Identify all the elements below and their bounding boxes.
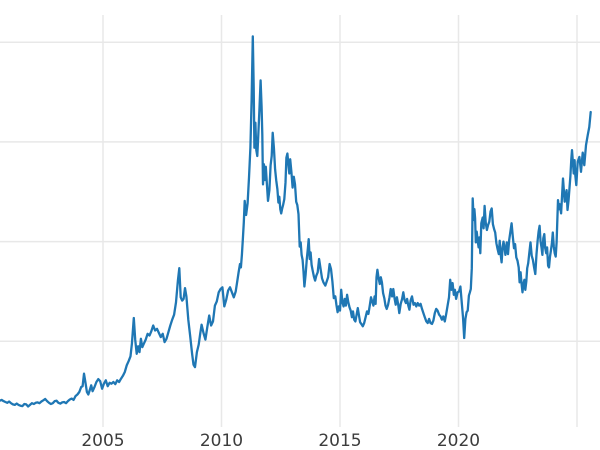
x-tick-label-2020: 2020 [437, 431, 480, 450]
price-line [0, 35, 592, 408]
x-tick-label-2005: 2005 [81, 431, 124, 450]
x-tick-label-2010: 2010 [200, 431, 243, 450]
x-tick-label-2015: 2015 [318, 431, 361, 450]
